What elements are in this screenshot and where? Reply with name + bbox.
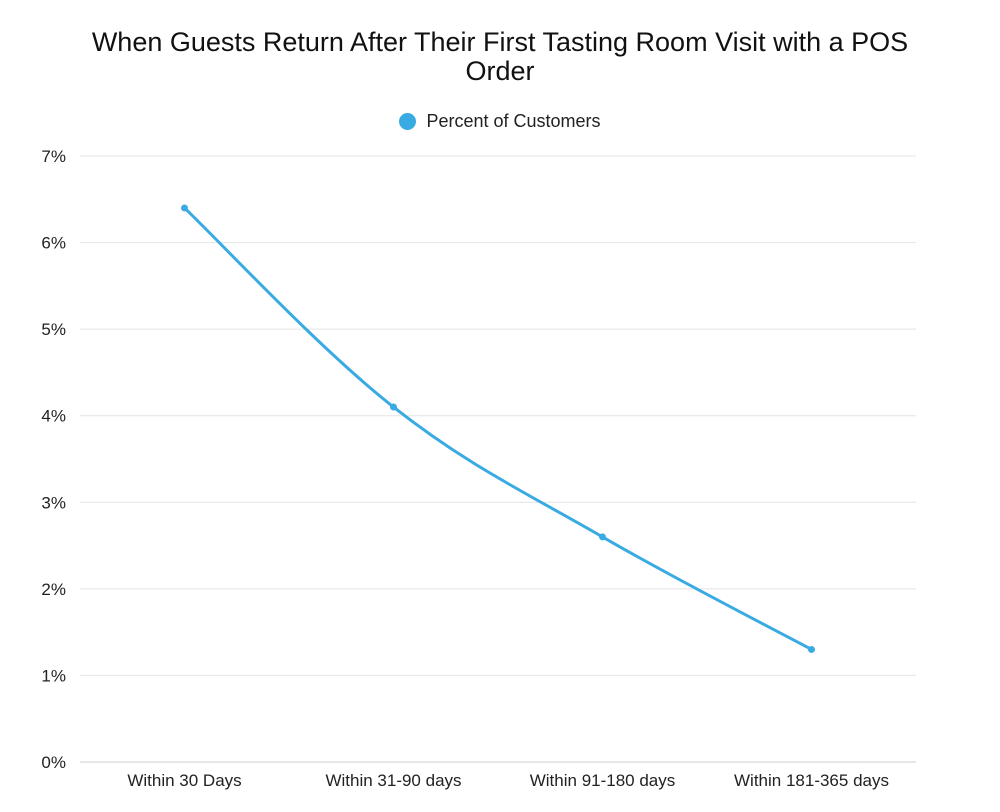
y-tick-label: 6% — [41, 234, 66, 253]
y-tick-label: 3% — [41, 493, 66, 512]
x-tick-label: Within 181-365 days — [734, 771, 889, 790]
legend-swatch — [399, 113, 417, 130]
x-tick-label: Within 91-180 days — [530, 771, 676, 790]
y-tick-label: 5% — [41, 320, 66, 339]
data-point — [181, 204, 188, 212]
y-tick-label: 2% — [41, 580, 66, 599]
series-line — [183, 206, 813, 651]
x-tick-label: Within 30 Days — [127, 771, 241, 790]
x-tick-label: Within 31-90 days — [325, 771, 461, 790]
data-point — [599, 533, 606, 541]
chart-title: When Guests Return After Their First Tas… — [91, 27, 909, 86]
legend-label: Percent of Customers — [426, 111, 601, 131]
y-tick-label: 0% — [41, 753, 66, 772]
y-tick-label: 1% — [41, 666, 66, 685]
data-point — [390, 403, 397, 411]
y-tick-label: 4% — [41, 407, 66, 426]
y-tick-label: 7% — [41, 147, 66, 166]
legend: Percent of Customers — [0, 111, 1000, 132]
data-point — [808, 645, 815, 653]
